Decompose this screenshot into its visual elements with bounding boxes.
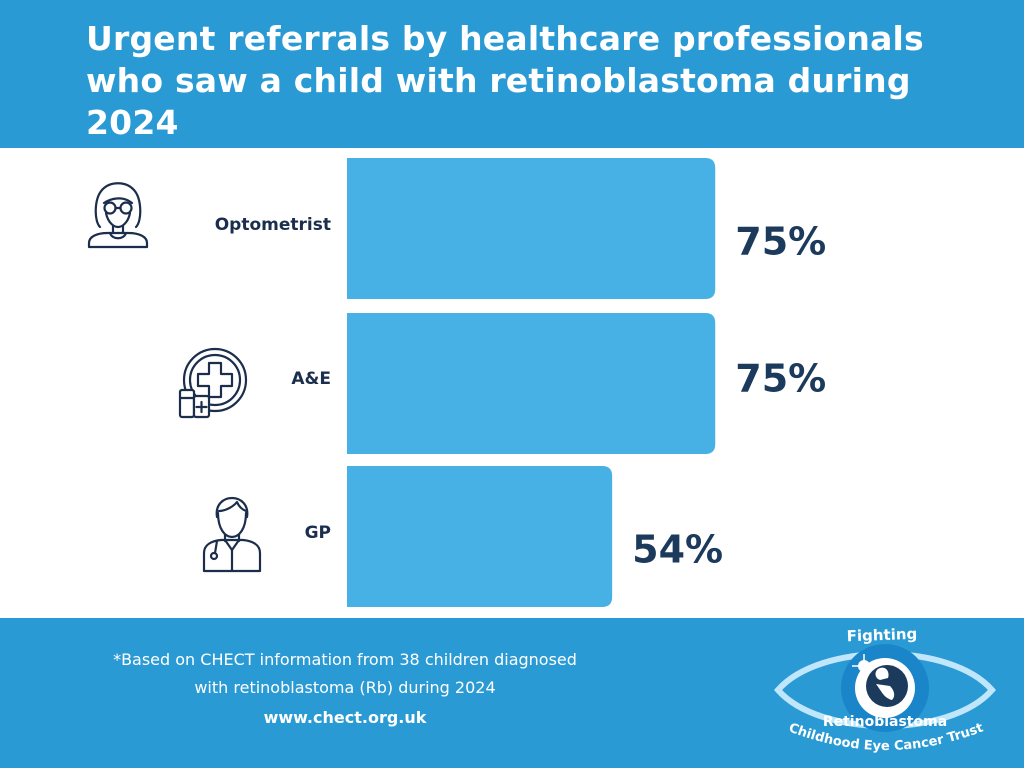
footnote-line-2: with retinoblastoma (Rb) during 2024 — [194, 678, 496, 697]
bar-gp — [347, 466, 613, 607]
value-label: 54% — [632, 528, 723, 572]
header-banner: Urgent referrals by healthcare professio… — [0, 0, 1024, 148]
bar-optometrist — [347, 158, 716, 299]
value-label: 75% — [735, 220, 826, 264]
logo-top-text: Fighting — [846, 625, 917, 645]
footer-banner: *Based on CHECT information from 38 chil… — [0, 618, 1024, 768]
doctor-icon — [202, 496, 262, 573]
bar-chart: Optometrist 75% A&E 75% GP 54% — [87, 158, 826, 607]
category-label: Optometrist — [215, 215, 331, 235]
chect-logo: Fighting Retinoblastoma Childhood Eye Ca… — [774, 625, 996, 754]
category-label: A&E — [291, 369, 331, 389]
optometrist-icon — [87, 182, 149, 249]
logo-middle-text: Retinoblastoma — [823, 714, 947, 730]
hospital-cross-icon — [178, 347, 248, 419]
category-label: GP — [305, 523, 331, 543]
footnote-line-1: *Based on CHECT information from 38 chil… — [113, 650, 577, 669]
bar-a-e — [347, 313, 716, 454]
page-title: Urgent referrals by healthcare professio… — [86, 19, 924, 142]
value-label: 75% — [735, 357, 826, 401]
website-link[interactable]: www.chect.org.uk — [263, 708, 427, 727]
